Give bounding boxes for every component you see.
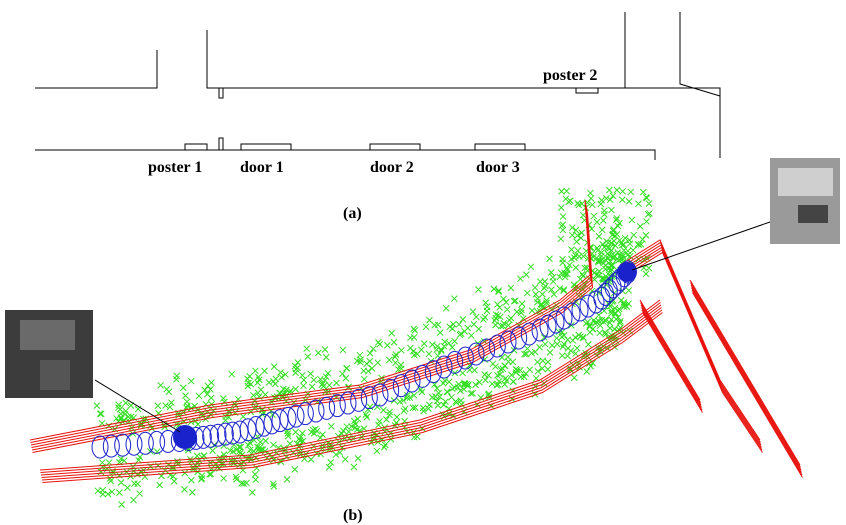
label: door 2 [370, 159, 414, 176]
label: poster 2 [543, 67, 597, 84]
image-detail [40, 360, 70, 390]
scan-line [693, 293, 803, 478]
scan-line [643, 313, 703, 413]
landmarks [94, 187, 652, 508]
scan-line [623, 253, 763, 453]
pose-ellipse [594, 287, 610, 309]
pose-ellipse [340, 392, 356, 414]
label: door 1 [240, 159, 284, 176]
current-pose [173, 425, 197, 449]
caption: (b) [343, 507, 363, 524]
map: (b) [5, 158, 840, 524]
scan-line [691, 285, 801, 470]
pose-ellipse [372, 384, 388, 406]
pointer [632, 222, 770, 270]
poster-marker [576, 88, 598, 93]
scan-line [642, 310, 702, 410]
pillar [219, 88, 223, 98]
label: door 3 [476, 159, 520, 176]
caption: (a) [343, 205, 362, 222]
wall [35, 150, 655, 160]
figure: poster 1 door 1 door 2 door 3 poster 2 (… [0, 0, 846, 525]
image-detail [20, 320, 75, 350]
pose-ellipse [210, 424, 226, 446]
pillar [219, 138, 223, 150]
current-pose [617, 262, 637, 282]
scan-line [32, 208, 592, 448]
pose-ellipse [319, 397, 335, 419]
wall [35, 50, 157, 88]
scan-line [33, 213, 593, 453]
laser-scans [30, 200, 803, 483]
scan-line [691, 283, 801, 468]
pose-ellipse [601, 280, 617, 302]
scan-line [692, 290, 802, 475]
pose-ellipse [297, 403, 313, 425]
wall [207, 30, 720, 158]
image-detail [778, 168, 833, 196]
pose-ellipse [203, 425, 219, 447]
label: poster 1 [148, 159, 202, 176]
pose-ellipse [511, 327, 527, 349]
pose-ellipse [195, 426, 211, 448]
scan-line [692, 288, 802, 473]
poster-marker [185, 144, 207, 150]
pose-ellipse [217, 423, 233, 445]
wall [680, 12, 720, 96]
door-marker [241, 144, 291, 150]
pose-ellipse [225, 422, 241, 444]
landmark-crosses [94, 187, 652, 508]
door-marker [370, 144, 420, 150]
door-marker [475, 144, 525, 150]
scan-line [32, 210, 592, 450]
scan-line [690, 280, 800, 465]
image-detail [798, 205, 828, 223]
scan-line [31, 205, 591, 445]
